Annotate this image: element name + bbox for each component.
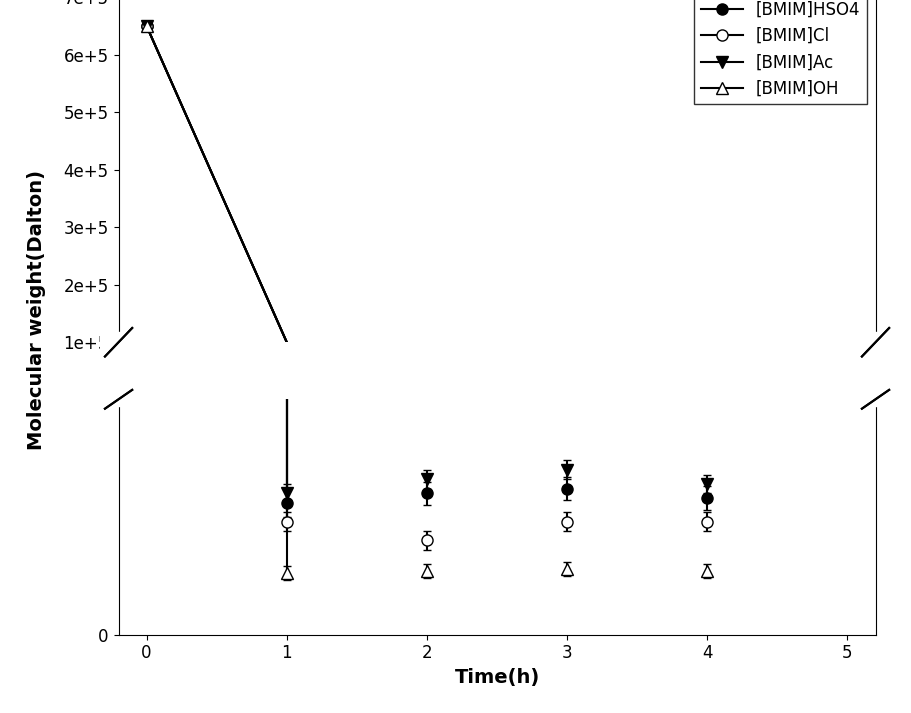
Text: Molecular weight(Dalton): Molecular weight(Dalton) [27,170,46,450]
Bar [99,332,138,353]
Bar [855,392,894,406]
X-axis label: Time(h): Time(h) [454,668,539,687]
Legend: [BMIM]HSO4, [BMIM]Cl, [BMIM]Ac, [BMIM]OH: [BMIM]HSO4, [BMIM]Cl, [BMIM]Ac, [BMIM]OH [693,0,866,104]
Bar [99,392,138,406]
Bar [855,332,894,353]
